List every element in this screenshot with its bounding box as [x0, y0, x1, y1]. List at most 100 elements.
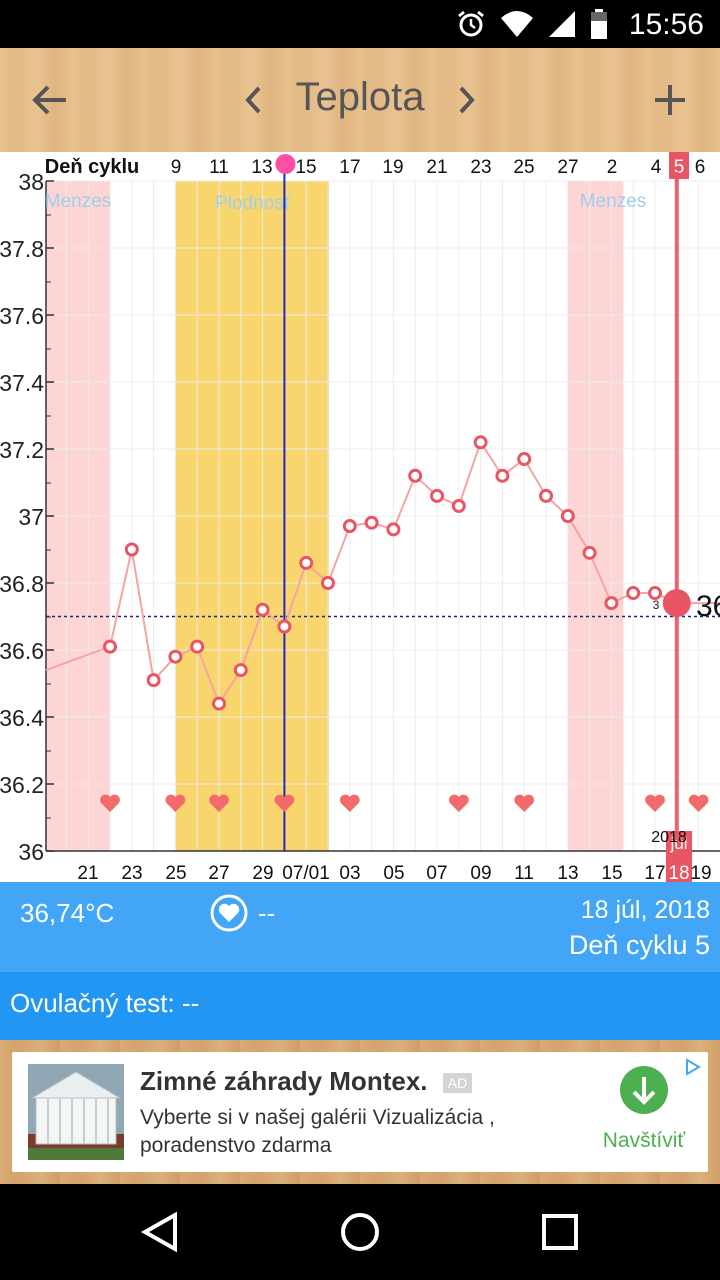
y-tick-label: 37 [18, 504, 44, 530]
selected-value-label: 36 [696, 590, 720, 623]
top-tick-label: 5 [674, 157, 685, 178]
ad-card[interactable]: Zimné záhrady Montex. AD Vyberte si v na… [12, 1052, 708, 1172]
heart-icon [514, 794, 535, 812]
heart-icon [688, 794, 709, 812]
y-tick-label: 36.6 [0, 638, 44, 664]
visit-button[interactable]: Navštíviť [598, 1066, 690, 1153]
bottom-tick-label: 23 [121, 863, 142, 882]
data-point [604, 596, 619, 611]
chevron-right-icon [459, 86, 475, 114]
chart-svg[interactable]: 3837.837.637.437.23736.836.636.436.236Me… [0, 152, 720, 882]
data-point [103, 639, 117, 654]
selected-year-label: 2018 [651, 829, 687, 846]
temperature-value: 36,74°C [20, 898, 115, 928]
next-chart-button[interactable] [440, 48, 494, 152]
data-point [430, 488, 444, 503]
recents-nav-icon[interactable] [538, 1210, 582, 1254]
heart-icon [339, 794, 360, 812]
heart-icon [209, 794, 229, 812]
data-point [299, 555, 314, 570]
status-time: 15:56 [628, 8, 704, 41]
data-point [364, 515, 379, 530]
ad-text-line-2: poradenstvo zdarma [140, 1134, 332, 1157]
ad-text: Vyberte si v našej galérii Vizualizácia … [140, 1104, 495, 1160]
zone-label-fertile: Plodnosť [215, 193, 292, 214]
top-tick-label: 19 [382, 157, 403, 178]
ovulation-test-row: Ovulačný test: -- [10, 988, 199, 1019]
intercourse-value: -- [258, 898, 276, 928]
top-tick-label: 25 [513, 157, 534, 178]
bottom-tick-label: 25 [165, 863, 186, 882]
bottom-tick-label: 29 [252, 863, 273, 882]
data-point [517, 452, 532, 467]
top-axis-title: Deň cyklu [45, 156, 139, 178]
data-point [233, 663, 248, 678]
series-line [45, 440, 678, 706]
top-tick-label: 4 [651, 157, 662, 178]
visit-label: Navštíviť [602, 1129, 686, 1152]
y-tick-label: 37.8 [0, 236, 44, 262]
y-tick-label: 36 [18, 839, 44, 865]
bottom-tick-label: 09 [470, 863, 491, 882]
heart-icon [274, 794, 295, 812]
status-icons [456, 8, 608, 40]
y-tick-label: 36.8 [0, 571, 44, 597]
top-tick-label: 13 [251, 157, 272, 178]
signal-icon [549, 11, 575, 37]
bottom-tick-label: 18 [668, 863, 689, 882]
y-tick-label: 36.4 [0, 705, 44, 731]
adchoices-icon[interactable] [680, 1056, 704, 1078]
ad-title-row: Zimné záhrady Montex. AD [140, 1066, 473, 1097]
top-tick-label: 17 [339, 157, 360, 178]
ad-image[interactable] [28, 1064, 124, 1160]
data-point [648, 586, 662, 601]
bottom-tick-label: 05 [383, 863, 404, 882]
ad-text-line-1: Vyberte si v našej galérii Vizualizácia … [140, 1106, 495, 1129]
y-tick-label: 37.2 [0, 437, 44, 463]
top-tick-label: 6 [695, 157, 706, 178]
selected-day-badge [666, 831, 692, 882]
bottom-tick-label: 07 [426, 863, 447, 882]
day-info-bar[interactable]: 36,74°C -- 18 júl, 2018 Deň cyklu 5 [0, 882, 720, 972]
data-point [582, 545, 597, 560]
data-point [168, 649, 183, 664]
bottom-tick-label: 03 [339, 863, 360, 882]
data-point [321, 576, 335, 590]
temperature-chart[interactable]: 38 37.8 37.6 37.4 37.2 37 36.8 36.6 36.4 36.2 36 Me… [0, 152, 720, 882]
data-point [190, 639, 205, 654]
selected-month-label: júl [669, 834, 687, 853]
ovulation-test-label: Ovulačný test: [10, 988, 175, 1018]
data-point [560, 509, 575, 523]
bottom-tick-label: 17 [644, 863, 665, 882]
add-button[interactable] [630, 48, 710, 152]
top-tick-label: 15 [295, 157, 316, 178]
prev-chart-button[interactable] [226, 48, 280, 152]
y-tick-label: 37.4 [0, 370, 44, 396]
selected-date: 18 júl, 2018 [580, 896, 710, 924]
data-point [386, 522, 401, 537]
back-nav-icon[interactable] [138, 1210, 182, 1254]
heart-icon [448, 794, 469, 812]
heart-circle-icon [210, 894, 248, 932]
ad-zone: Zimné záhrady Montex. AD Vyberte si v na… [0, 1040, 720, 1184]
ovulation-marker [275, 154, 296, 174]
chevron-left-icon [245, 86, 261, 114]
zone-label-menses: Menzes [580, 191, 647, 212]
ovulation-test-bar[interactable]: Ovulačný test: -- [0, 972, 720, 1040]
back-button[interactable] [12, 48, 88, 152]
home-nav-icon[interactable] [338, 1210, 382, 1254]
data-point [539, 488, 553, 503]
bottom-tick-label: 07/01 [282, 863, 330, 882]
zone-label-menses: Menzes [45, 191, 112, 212]
data-point [342, 519, 357, 534]
selected-data-point [662, 589, 691, 618]
data-point [255, 602, 270, 617]
heart-icon [100, 794, 120, 812]
ad-title[interactable]: Zimné záhrady Montex. [140, 1066, 428, 1096]
bottom-tick-label: 11 [514, 863, 534, 882]
data-point [408, 468, 423, 483]
data-point [124, 542, 139, 557]
heart-icon [645, 794, 665, 812]
data-point [495, 468, 510, 483]
top-app-bar: Teplota [0, 48, 720, 152]
